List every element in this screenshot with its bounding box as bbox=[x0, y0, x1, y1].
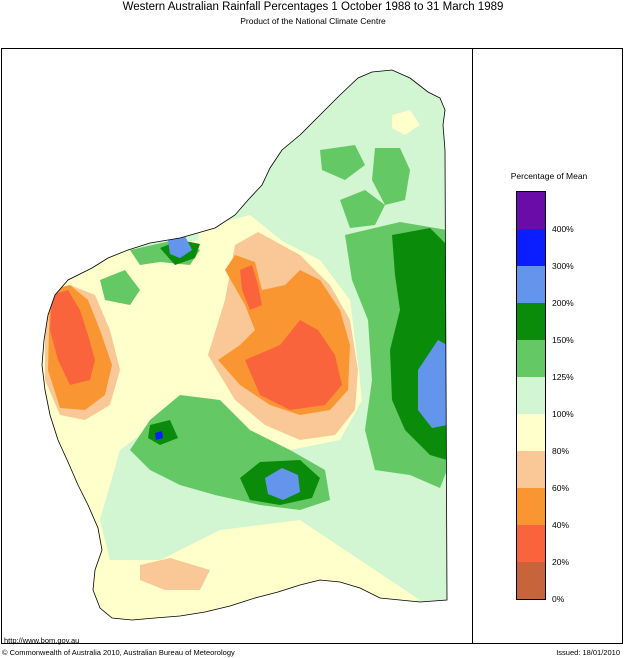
region-200-300-east bbox=[418, 340, 447, 428]
legend-tick-6: 80% bbox=[552, 446, 570, 456]
legend-tick-9: 20% bbox=[552, 557, 570, 567]
legend-tick-7: 60% bbox=[552, 483, 570, 493]
legend-swatch-6 bbox=[517, 414, 545, 451]
region-200-300-south bbox=[265, 468, 300, 500]
region-60-80-south bbox=[140, 558, 210, 590]
legend-swatch-3 bbox=[517, 303, 545, 340]
region-125-150-north bbox=[320, 145, 365, 180]
legend-tick-5: 100% bbox=[552, 409, 574, 419]
legend-swatch-9 bbox=[517, 525, 545, 562]
region-125-150-pilbara bbox=[100, 270, 140, 305]
legend-swatch-4 bbox=[517, 340, 545, 377]
region-200-300-coast bbox=[168, 236, 192, 258]
footer-url[interactable]: http://www.bom.gov.au bbox=[4, 636, 80, 645]
frame-divider bbox=[472, 48, 473, 644]
region-20-40-west bbox=[50, 290, 95, 385]
legend-tick-10: 0% bbox=[552, 594, 565, 604]
map-subtitle: Product of the National Climate Centre bbox=[240, 16, 386, 26]
region-125-150-ne bbox=[340, 190, 385, 228]
legend-tick-2: 200% bbox=[552, 298, 574, 308]
region-125-150-kimberley bbox=[372, 148, 410, 205]
legend-title: Percentage of Mean bbox=[510, 171, 588, 181]
region-20-40-north bbox=[240, 265, 262, 310]
footer-issued: Issued: 18/01/2010 bbox=[556, 648, 620, 657]
legend-swatch-7 bbox=[517, 451, 545, 488]
legend-tick-8: 40% bbox=[552, 520, 570, 530]
legend-tick-0: 400% bbox=[552, 224, 574, 234]
map-title: Western Australian Rainfall Percentages … bbox=[122, 1, 504, 13]
rainfall-map bbox=[41, 69, 448, 621]
legend-tick-1: 300% bbox=[552, 261, 574, 271]
region-300-400-patch bbox=[155, 431, 163, 440]
legend-swatch-8 bbox=[517, 488, 545, 525]
legend-colour-bar bbox=[516, 191, 546, 600]
legend-swatch-10 bbox=[517, 562, 545, 599]
footer-copyright: © Commonwealth of Australia 2010, Austra… bbox=[2, 648, 235, 657]
region-20-40-central bbox=[245, 320, 342, 410]
legend-swatch-0 bbox=[517, 192, 545, 229]
region-80-100-north bbox=[392, 110, 420, 135]
rainfall-regions bbox=[42, 70, 447, 620]
legend-swatch-1 bbox=[517, 229, 545, 266]
region-150-200-patch bbox=[148, 420, 178, 445]
legend-tick-3: 150% bbox=[552, 335, 574, 345]
wa-coastline bbox=[41, 69, 448, 621]
legend-swatch-5 bbox=[517, 377, 545, 414]
legend-swatch-2 bbox=[517, 266, 545, 303]
legend-tick-4: 125% bbox=[552, 372, 574, 382]
